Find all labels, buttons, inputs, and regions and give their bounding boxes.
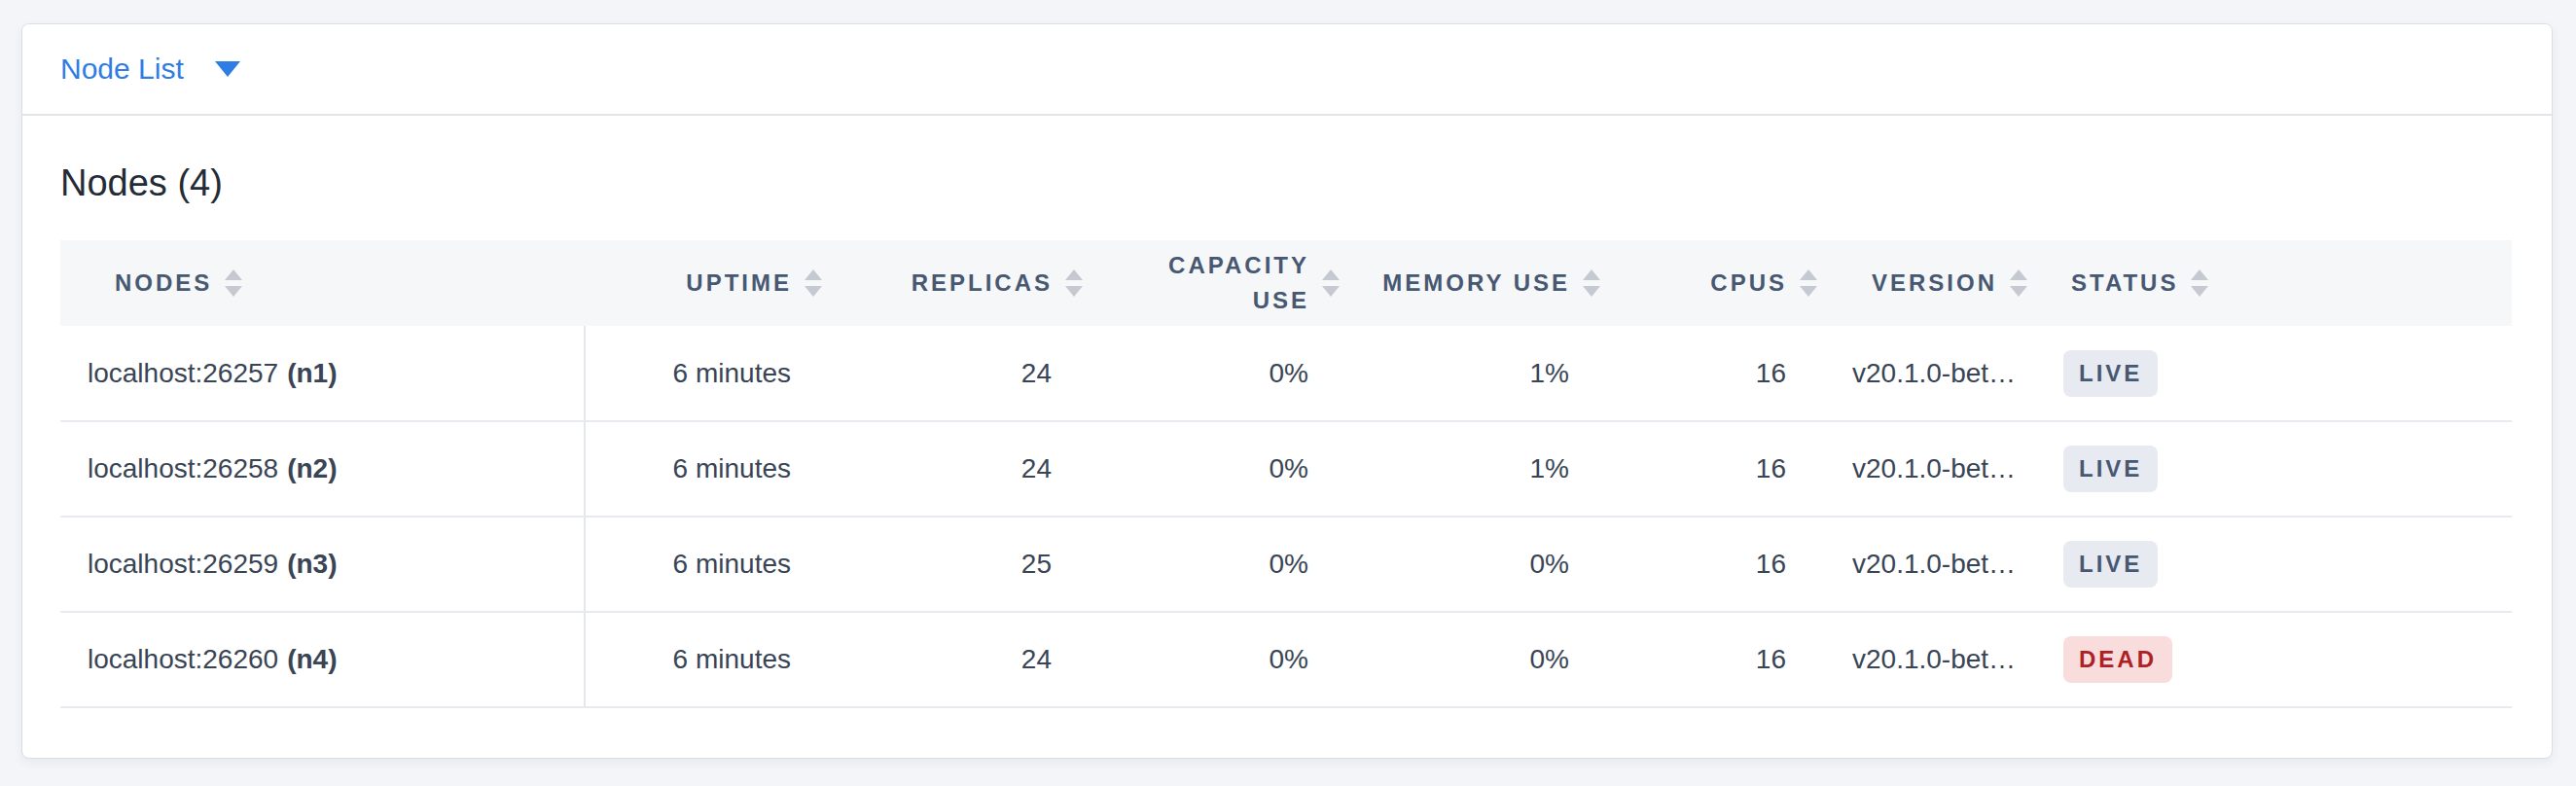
column-label: MEMORY USE — [1382, 269, 1570, 297]
node-address: localhost:26258 — [88, 453, 278, 483]
status-badge: LIVE — [2063, 541, 2158, 588]
uptime-cell: 6 minutes — [585, 517, 838, 612]
column-header-replicas[interactable]: REPLICAS — [838, 240, 1098, 326]
column-header-capacity-use[interactable]: CAPACITY USE — [1098, 240, 1355, 326]
node-cell: localhost:26260 (n4) — [60, 612, 585, 707]
version-cell: v20.1.0-bet… — [1833, 421, 2056, 517]
sort-icon — [2010, 269, 2027, 297]
node-list-card: Node List Nodes (4) NODES — [21, 23, 2553, 759]
node-name: (n3) — [287, 549, 337, 579]
memory-use-cell: 1% — [1355, 326, 1616, 421]
sort-icon — [1322, 269, 1340, 297]
node-name: (n2) — [287, 453, 337, 483]
column-label: UPTIME — [686, 269, 792, 297]
column-label: STATUS — [2071, 269, 2178, 297]
column-header-status[interactable]: STATUS — [2056, 240, 2512, 326]
status-cell: LIVE — [2056, 421, 2512, 517]
node-name: (n4) — [287, 644, 337, 674]
sort-icon — [1065, 269, 1083, 297]
status-badge: LIVE — [2063, 446, 2158, 492]
chevron-down-icon — [215, 61, 240, 77]
table-header-row: NODES UPTIME REPLICAS — [60, 240, 2512, 326]
version-cell: v20.1.0-bet… — [1833, 612, 2056, 707]
column-label: NODES — [115, 269, 212, 297]
memory-use-cell: 0% — [1355, 517, 1616, 612]
page-title: Nodes (4) — [60, 161, 2514, 205]
column-header-memory-use[interactable]: MEMORY USE — [1355, 240, 1616, 326]
status-cell: LIVE — [2056, 326, 2512, 421]
status-badge: LIVE — [2063, 350, 2158, 397]
sort-icon — [805, 269, 822, 297]
node-cell: localhost:26259 (n3) — [60, 517, 585, 612]
node-cell: localhost:26258 (n2) — [60, 421, 585, 517]
column-header-uptime[interactable]: UPTIME — [585, 240, 838, 326]
memory-use-cell: 0% — [1355, 612, 1616, 707]
table-row: localhost:26260 (n4) 6 minutes 24 0% 0% 1… — [60, 612, 2512, 707]
node-list-dropdown-label: Node List — [60, 53, 184, 86]
capacity-use-cell: 0% — [1098, 326, 1355, 421]
version-cell: v20.1.0-bet… — [1833, 517, 2056, 612]
cpus-cell: 16 — [1616, 612, 1833, 707]
column-label: REPLICAS — [912, 269, 1053, 297]
nodes-section: Nodes (4) NODES UPTIME — [22, 116, 2552, 708]
replicas-cell: 25 — [838, 517, 1098, 612]
column-header-version[interactable]: VERSION — [1833, 240, 2056, 326]
replicas-cell: 24 — [838, 326, 1098, 421]
memory-use-cell: 1% — [1355, 421, 1616, 517]
capacity-use-cell: 0% — [1098, 612, 1355, 707]
cpus-cell: 16 — [1616, 517, 1833, 612]
column-label: VERSION — [1872, 269, 1997, 297]
column-label: CPUS — [1710, 269, 1787, 297]
column-header-cpus[interactable]: CPUS — [1616, 240, 1833, 326]
nodes-table: NODES UPTIME REPLICAS — [60, 240, 2512, 708]
node-address: localhost:26260 — [88, 644, 278, 674]
node-name: (n1) — [287, 358, 337, 388]
topbar: Node List — [22, 24, 2552, 116]
column-header-nodes[interactable]: NODES — [60, 240, 585, 326]
node-list-dropdown[interactable]: Node List — [60, 53, 240, 86]
version-cell: v20.1.0-bet… — [1833, 326, 2056, 421]
node-cell: localhost:26257 (n1) — [60, 326, 585, 421]
capacity-use-cell: 0% — [1098, 421, 1355, 517]
replicas-cell: 24 — [838, 421, 1098, 517]
node-address: localhost:26259 — [88, 549, 278, 579]
cpus-cell: 16 — [1616, 326, 1833, 421]
capacity-use-cell: 0% — [1098, 517, 1355, 612]
sort-icon — [1583, 269, 1600, 297]
sort-icon — [1800, 269, 1817, 297]
sort-icon — [225, 269, 242, 297]
column-label: CAPACITY USE — [1158, 248, 1309, 318]
status-cell: DEAD — [2056, 612, 2512, 707]
sort-icon — [2191, 269, 2208, 297]
table-row: localhost:26259 (n3) 6 minutes 25 0% 0% 1… — [60, 517, 2512, 612]
node-address: localhost:26257 — [88, 358, 278, 388]
cpus-cell: 16 — [1616, 421, 1833, 517]
replicas-cell: 24 — [838, 612, 1098, 707]
uptime-cell: 6 minutes — [585, 612, 838, 707]
status-cell: LIVE — [2056, 517, 2512, 612]
uptime-cell: 6 minutes — [585, 421, 838, 517]
status-badge: DEAD — [2063, 636, 2172, 683]
uptime-cell: 6 minutes — [585, 326, 838, 421]
table-row: localhost:26258 (n2) 6 minutes 24 0% 1% 1… — [60, 421, 2512, 517]
table-row: localhost:26257 (n1) 6 minutes 24 0% 1% 1… — [60, 326, 2512, 421]
